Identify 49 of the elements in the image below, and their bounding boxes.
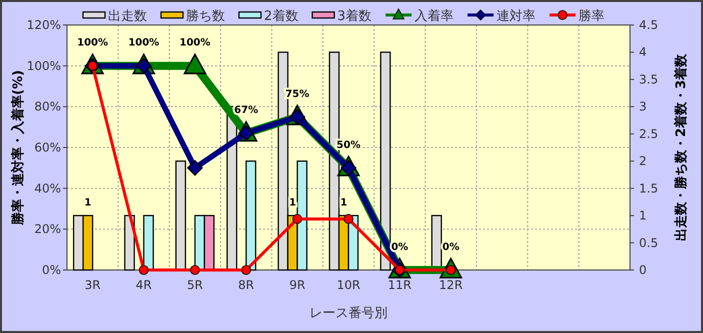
y2-tick-label: 3 xyxy=(639,100,647,114)
y-tick-label: 0% xyxy=(42,263,61,277)
data-label: 100% xyxy=(180,37,210,48)
legend-label: 勝ち数 xyxy=(186,9,225,24)
y-tick-label: 100% xyxy=(26,58,61,73)
x-tick-label: 3R xyxy=(84,278,101,292)
point xyxy=(138,265,149,275)
bar xyxy=(246,160,256,271)
point xyxy=(344,214,354,224)
y2-tick-label: 1 xyxy=(639,208,647,223)
legend-label: 入着率 xyxy=(414,8,454,24)
y2-tick-label: 2 xyxy=(639,154,647,168)
data-label: 100% xyxy=(77,37,108,48)
y2-tick-label: 4.5 xyxy=(639,18,658,32)
y2-tick-label: 0 xyxy=(639,263,647,277)
point xyxy=(190,265,200,275)
y-tick-label: 20% xyxy=(34,222,61,236)
y-tick-label: 60% xyxy=(34,140,61,154)
data-label: 1 xyxy=(84,198,92,209)
y-tick-label: 80% xyxy=(34,100,61,114)
legend-label: 連対率 xyxy=(496,8,536,24)
data-label: 100% xyxy=(128,37,160,48)
data-label: 1 xyxy=(340,198,348,209)
point xyxy=(187,160,203,176)
y-tick-label: 120% xyxy=(26,18,61,32)
point xyxy=(241,265,252,275)
legend-label: 3着数 xyxy=(337,8,372,24)
legend-label: 出走数 xyxy=(108,9,147,24)
y-tick-label: 40% xyxy=(34,181,61,196)
legend-label: 勝率 xyxy=(578,8,605,24)
x-tick-label: 8R xyxy=(238,278,254,292)
data-label: 0% xyxy=(442,242,460,253)
x-tick-label: 9R xyxy=(289,278,306,292)
y2-tick-label: 3.5 xyxy=(639,72,658,86)
x-tick-label: 11R xyxy=(388,278,412,292)
data-label: 1 xyxy=(289,198,296,209)
y-axis-title: 勝率・連対率・入着率(%) xyxy=(10,70,26,226)
x-tick-label: 5R xyxy=(186,278,203,292)
x-tick-label: 4R xyxy=(136,278,152,292)
y2-tick-label: 2.5 xyxy=(639,126,658,141)
x-axis-title: レース番号別 xyxy=(310,306,388,321)
y2-tick-label: 0.5 xyxy=(639,236,658,250)
y2-tick-label: 4 xyxy=(639,45,647,60)
x-tick-label: 10R xyxy=(336,278,360,292)
point xyxy=(292,214,302,224)
y2-tick-label: 1.5 xyxy=(639,181,658,196)
x-tick-label: 12R xyxy=(439,278,463,292)
legend-label: 2着数 xyxy=(264,8,298,24)
y2-axis-title: 出走数・勝ち数・2着数・3着数 xyxy=(673,52,689,242)
